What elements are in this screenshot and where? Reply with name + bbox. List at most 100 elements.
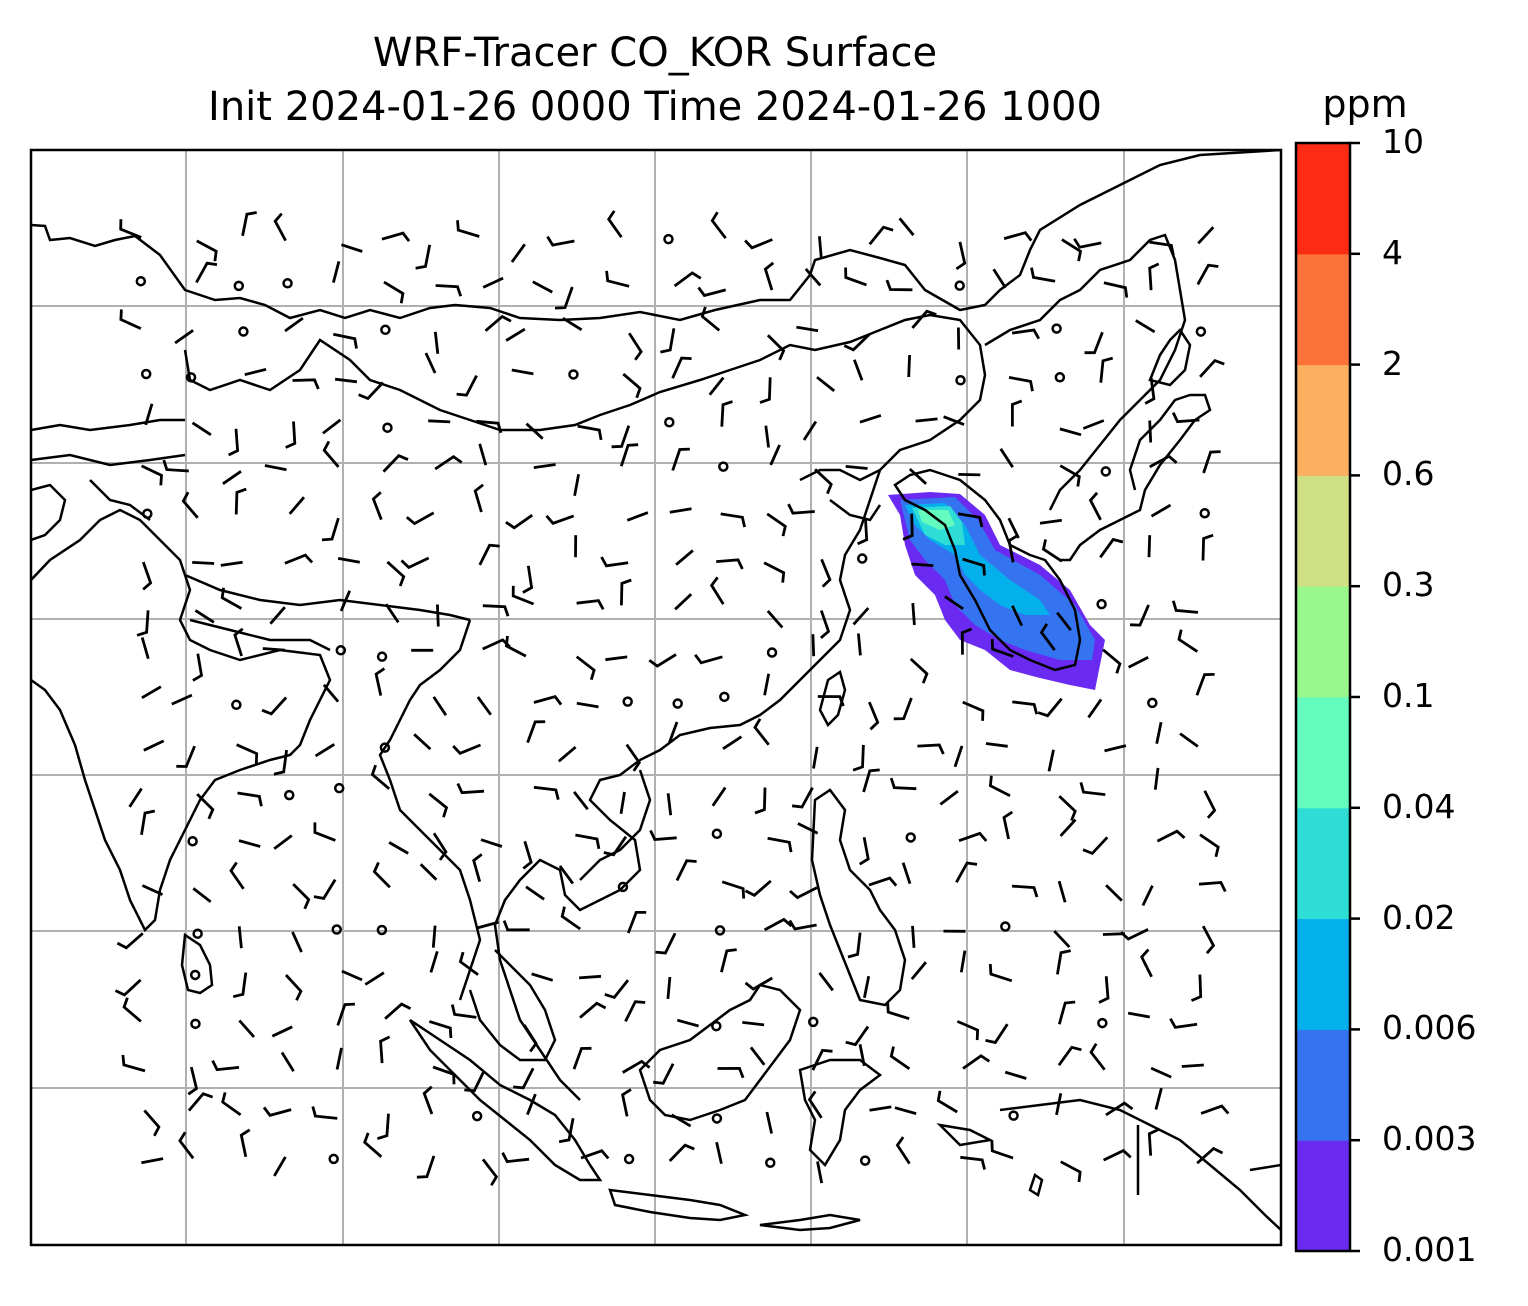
wind-barb	[1202, 450, 1221, 474]
calm-wind-marker	[1195, 326, 1207, 337]
wind-barb	[262, 1106, 292, 1118]
wind-barb	[122, 997, 142, 1023]
calm-wind-marker	[664, 417, 675, 428]
wind-barb	[522, 565, 534, 594]
wind-barb	[1060, 1160, 1082, 1183]
wind-barb	[432, 1065, 456, 1085]
wind-barb	[128, 787, 143, 808]
wind-barb	[960, 1155, 986, 1170]
wind-barb	[311, 1106, 338, 1120]
wind-barb	[600, 556, 629, 568]
calm-wind-marker	[622, 696, 633, 707]
wind-barb	[432, 696, 448, 716]
wind-barb	[1179, 732, 1199, 748]
calm-wind-marker	[284, 789, 295, 801]
wind-barb	[580, 1149, 610, 1160]
wind-barb	[1199, 358, 1225, 378]
wind-barb	[533, 785, 560, 800]
wind-barb	[868, 225, 894, 246]
wind-barbs	[114, 210, 1230, 1187]
wind-barb	[473, 483, 484, 513]
colorbar-tick-label: 0.02	[1382, 897, 1456, 937]
wind-barb	[476, 696, 492, 716]
wind-barb	[811, 634, 816, 657]
wind-barb	[332, 261, 341, 283]
wind-barb	[1011, 399, 1023, 427]
calm-wind-marker	[1008, 1110, 1019, 1121]
map-title: WRF-Tracer CO_KOR Surface	[372, 30, 938, 76]
wind-barb	[789, 886, 818, 900]
wind-barb	[709, 576, 725, 605]
wind-barb	[988, 775, 1011, 797]
calm-wind-marker	[135, 275, 147, 287]
wind-barb	[953, 745, 964, 768]
wind-barb	[1098, 976, 1110, 1004]
wind-barb	[273, 749, 288, 776]
wind-barb	[431, 925, 437, 948]
wind-barb	[1056, 949, 1071, 975]
wind-barb	[660, 328, 676, 354]
wind-barb	[1119, 928, 1149, 941]
wind-barb	[333, 332, 358, 349]
wind-barb	[668, 1143, 695, 1162]
calm-wind-marker	[376, 924, 388, 936]
calm-wind-marker	[192, 928, 203, 939]
wind-barb	[526, 720, 546, 744]
wind-barb	[674, 593, 693, 611]
wind-barb	[292, 378, 320, 390]
wind-barb	[321, 517, 340, 542]
wind-barb	[501, 1152, 530, 1164]
wind-barb	[859, 414, 882, 424]
calm-wind-marker	[1051, 323, 1062, 334]
colorbar-tick-label: 0.04	[1382, 786, 1456, 826]
wind-barb	[178, 1131, 195, 1160]
wind-barb	[572, 791, 589, 811]
wind-barb	[763, 561, 786, 583]
wind-barb	[621, 1059, 651, 1074]
wind-barb	[558, 865, 575, 885]
wind-barb	[511, 368, 534, 376]
wind-barb	[575, 655, 596, 681]
wind-barb	[187, 1066, 199, 1096]
wind-barb	[341, 969, 363, 982]
wind-barb	[339, 590, 351, 612]
wind-barb	[192, 561, 215, 565]
wind-barb	[505, 327, 526, 342]
calm-wind-marker	[380, 324, 391, 336]
wind-barb	[911, 925, 916, 948]
wind-barb	[807, 1090, 823, 1119]
wind-barb	[1037, 697, 1063, 718]
calm-wind-marker	[1054, 372, 1066, 383]
wind-barb	[1171, 411, 1200, 424]
wind-barb	[1196, 1146, 1224, 1165]
calm-wind-marker	[376, 651, 388, 662]
wind-barb	[885, 279, 913, 292]
wind-barb	[273, 834, 293, 850]
wind-barb	[1141, 885, 1154, 907]
colorbar-tick-label: 0.3	[1382, 565, 1435, 605]
wind-barb	[721, 880, 746, 899]
wind-barb	[666, 976, 672, 1000]
wind-barb	[769, 444, 781, 466]
wind-barb	[1196, 263, 1219, 286]
wind-barb	[576, 599, 605, 611]
wind-barb	[812, 746, 819, 769]
wind-barb	[141, 1157, 164, 1165]
calm-wind-marker	[335, 645, 347, 656]
wind-barb	[1177, 629, 1199, 653]
wind-barb	[604, 979, 630, 1000]
wind-barb	[1088, 491, 1102, 521]
wind-barb	[720, 400, 733, 427]
wind-barb	[710, 211, 727, 240]
wind-barb	[478, 443, 488, 466]
wind-barb	[284, 316, 304, 333]
wind-barb	[619, 443, 639, 467]
wind-barb	[533, 694, 563, 706]
wind-barb	[1171, 600, 1199, 614]
wind-barb	[187, 1092, 214, 1112]
wind-barb	[671, 356, 692, 379]
wind-barb	[1197, 226, 1215, 245]
colorbar-segment	[1296, 475, 1350, 587]
wind-barb	[655, 932, 677, 955]
wind-barb	[1144, 376, 1156, 405]
